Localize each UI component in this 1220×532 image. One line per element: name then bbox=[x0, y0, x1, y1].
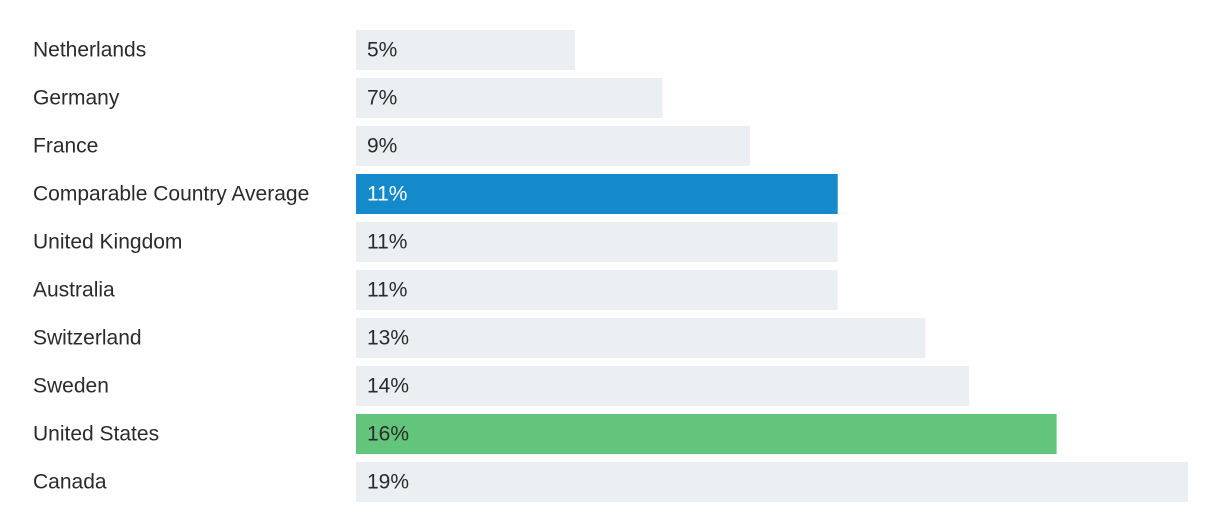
category-label-united-states: United States bbox=[33, 423, 159, 446]
value-label-sweden: 14% bbox=[367, 375, 409, 398]
bar-united-kingdom bbox=[356, 222, 838, 262]
bar-sweden bbox=[356, 366, 970, 406]
category-label-comparable-country-average: Comparable Country Average bbox=[33, 183, 309, 206]
value-label-germany: 7% bbox=[367, 87, 397, 110]
bar-france bbox=[356, 126, 751, 166]
value-label-australia: 11% bbox=[367, 279, 407, 302]
bar-united-states bbox=[356, 414, 1057, 454]
category-label-canada: Canada bbox=[33, 471, 107, 494]
category-label-united-kingdom: United Kingdom bbox=[33, 231, 182, 254]
value-label-canada: 19% bbox=[367, 471, 409, 494]
value-label-france: 9% bbox=[367, 135, 397, 158]
value-label-netherlands: 5% bbox=[367, 39, 397, 62]
category-label-switzerland: Switzerland bbox=[33, 327, 142, 350]
category-label-netherlands: Netherlands bbox=[33, 39, 146, 62]
category-label-australia: Australia bbox=[33, 279, 115, 302]
value-label-comparable-country-average: 11% bbox=[367, 183, 407, 206]
category-label-germany: Germany bbox=[33, 87, 120, 110]
bar-canada bbox=[356, 462, 1188, 502]
value-label-united-states: 16% bbox=[367, 423, 409, 446]
value-label-united-kingdom: 11% bbox=[367, 231, 407, 254]
value-label-switzerland: 13% bbox=[367, 327, 409, 350]
bar-germany bbox=[356, 78, 663, 118]
bar-netherlands bbox=[356, 30, 575, 70]
category-label-france: France bbox=[33, 135, 98, 158]
bar-australia bbox=[356, 270, 838, 310]
bar-switzerland bbox=[356, 318, 926, 358]
bar-comparable-country-average bbox=[356, 174, 838, 214]
category-label-sweden: Sweden bbox=[33, 375, 109, 398]
